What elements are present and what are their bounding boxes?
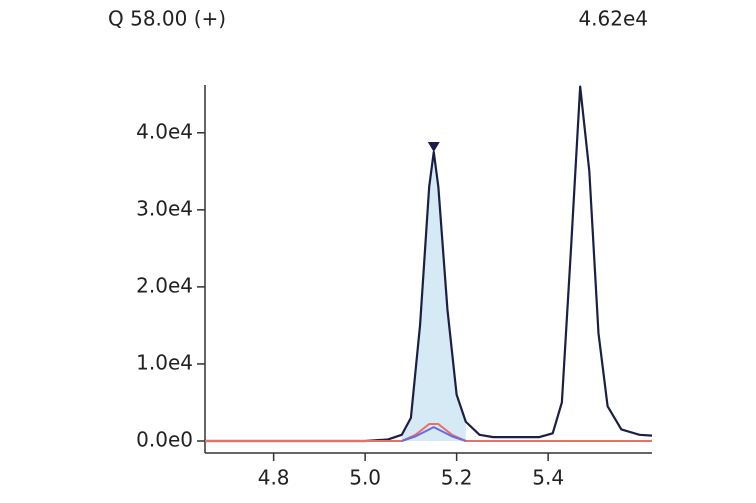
- y-tick-label: 3.0e4: [136, 196, 193, 220]
- x-tick-label: 4.8: [258, 466, 290, 490]
- y-tick-label: 1.0e4: [136, 350, 193, 374]
- y-tick-label: 4.0e4: [136, 119, 193, 143]
- peak-area: [401, 152, 466, 442]
- peak-marker: [427, 142, 440, 153]
- x-tick-label: 5.0: [349, 466, 381, 490]
- trace-line: [401, 426, 467, 442]
- x-tick-label: 5.2: [441, 466, 473, 490]
- chart-title: Q 58.00 (+): [108, 7, 226, 31]
- max-intensity: 4.62e4: [578, 7, 648, 31]
- trace-line: [205, 85, 653, 443]
- y-tick-label: 2.0e4: [136, 273, 193, 297]
- y-tick-label: 0.0e0: [136, 428, 193, 452]
- x-tick-label: 5.4: [532, 466, 564, 490]
